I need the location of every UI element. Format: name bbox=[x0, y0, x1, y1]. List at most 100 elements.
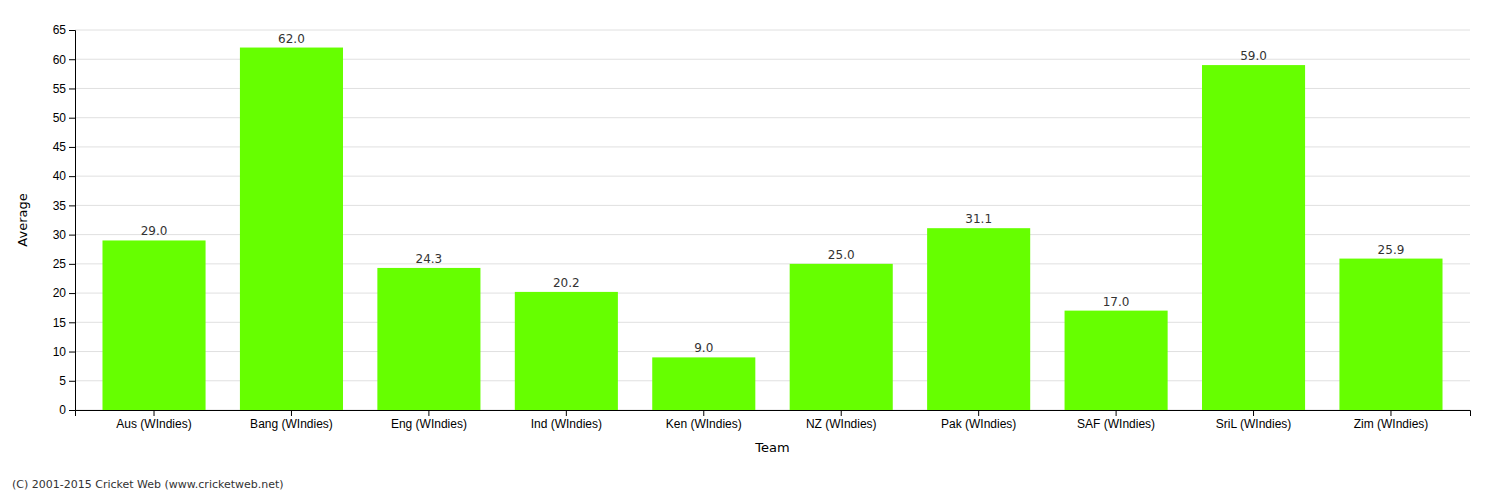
y-tick-mark bbox=[69, 88, 75, 89]
bar bbox=[377, 268, 480, 410]
x-tick-label: Bang (WIndies) bbox=[250, 417, 333, 431]
y-tick-mark bbox=[69, 235, 75, 236]
data-label: 24.3 bbox=[416, 252, 443, 266]
y-tick: 40 bbox=[53, 169, 75, 183]
data-label: 9.0 bbox=[694, 341, 713, 355]
footnote: (C) 2001-2015 Cricket Web (www.cricketwe… bbox=[12, 478, 284, 491]
x-tick: Bang (WIndies) bbox=[250, 410, 333, 431]
x-tick-label: Aus (WIndies) bbox=[116, 417, 191, 431]
y-tick-label: 10 bbox=[53, 345, 67, 359]
y-tick-mark bbox=[69, 118, 75, 119]
y-tick-mark bbox=[69, 410, 75, 411]
x-tick: Ken (WIndies) bbox=[666, 410, 742, 431]
y-tick-mark bbox=[69, 322, 75, 323]
y-tick-label: 55 bbox=[53, 82, 67, 96]
grid-line bbox=[75, 30, 1470, 31]
x-tick-mark bbox=[1116, 410, 1117, 416]
y-tick: 65 bbox=[53, 23, 75, 37]
x-tick-label: NZ (WIndies) bbox=[806, 417, 877, 431]
x-tick-mark bbox=[1253, 410, 1254, 416]
x-tick-mark bbox=[291, 410, 292, 416]
y-tick-label: 35 bbox=[53, 199, 67, 213]
data-label: 17.0 bbox=[1103, 295, 1130, 309]
x-tick: Pak (WIndies) bbox=[941, 410, 1016, 431]
x-tick-mark bbox=[703, 410, 704, 416]
y-tick: 50 bbox=[53, 111, 75, 125]
y-tick-label: 65 bbox=[53, 23, 67, 37]
bar bbox=[927, 228, 1030, 410]
y-tick-mark bbox=[69, 352, 75, 353]
y-tick-mark bbox=[69, 264, 75, 265]
y-tick: 15 bbox=[53, 316, 75, 330]
y-tick-label: 0 bbox=[59, 403, 66, 417]
data-label: 31.1 bbox=[965, 212, 992, 226]
data-label: 20.2 bbox=[553, 276, 580, 290]
y-tick-mark bbox=[69, 147, 75, 148]
y-tick-label: 45 bbox=[53, 140, 67, 154]
x-tick: Aus (WIndies) bbox=[116, 410, 191, 431]
y-tick: 60 bbox=[53, 53, 75, 67]
plot: 29.062.024.320.29.025.031.117.059.025.9A… bbox=[15, 23, 1471, 455]
y-tick: 35 bbox=[53, 199, 75, 213]
x-tick-label: Zim (WIndies) bbox=[1354, 417, 1429, 431]
x-tick: Ind (WIndies) bbox=[531, 410, 602, 431]
x-tick-mark bbox=[978, 410, 979, 416]
y-tick: 20 bbox=[53, 286, 75, 300]
y-tick-mark bbox=[69, 176, 75, 177]
x-axis-title: Team bbox=[754, 440, 789, 455]
y-tick-mark bbox=[69, 205, 75, 206]
bar bbox=[240, 48, 343, 410]
data-label: 62.0 bbox=[278, 32, 305, 46]
y-tick-label: 25 bbox=[53, 257, 67, 271]
y-tick: 25 bbox=[53, 257, 75, 271]
x-tick: NZ (WIndies) bbox=[806, 410, 877, 431]
y-tick-label: 5 bbox=[59, 374, 66, 388]
data-labels: 29.062.024.320.29.025.031.117.059.025.9 bbox=[141, 32, 1405, 356]
bar bbox=[1202, 65, 1305, 410]
y-tick: 55 bbox=[53, 82, 75, 96]
y-tick-label: 30 bbox=[53, 228, 67, 242]
x-tick-mark bbox=[154, 410, 155, 416]
y-tick-mark bbox=[69, 381, 75, 382]
bar bbox=[102, 240, 205, 410]
bars bbox=[102, 48, 1442, 410]
x-tick-label: SAF (WIndies) bbox=[1077, 417, 1155, 431]
y-tick-label: 15 bbox=[53, 316, 67, 330]
bar bbox=[1339, 259, 1442, 410]
y-tick: 45 bbox=[53, 140, 75, 154]
y-axis-title: Average bbox=[15, 193, 30, 246]
x-tick-mark bbox=[566, 410, 567, 416]
y-tick-label: 40 bbox=[53, 169, 67, 183]
x-tick: SriL (WIndies) bbox=[1216, 410, 1292, 431]
data-label: 25.9 bbox=[1378, 243, 1405, 257]
y-tick: 30 bbox=[53, 228, 75, 242]
y-tick-label: 50 bbox=[53, 111, 67, 125]
x-tick-label: SriL (WIndies) bbox=[1216, 417, 1292, 431]
y-axis-line bbox=[69, 31, 76, 411]
x-tick: Zim (WIndies) bbox=[1354, 410, 1429, 431]
bar bbox=[1065, 311, 1168, 410]
x-tick-label: Ind (WIndies) bbox=[531, 417, 602, 431]
y-tick-mark bbox=[69, 59, 75, 60]
bar bbox=[515, 292, 618, 410]
data-label: 25.0 bbox=[828, 248, 855, 262]
data-label: 29.0 bbox=[141, 224, 168, 238]
x-tick-label: Pak (WIndies) bbox=[941, 417, 1016, 431]
x-tick-mark bbox=[841, 410, 842, 416]
y-tick-label: 20 bbox=[53, 286, 67, 300]
y-axis: 0 5 10 15 20 25 30 35 40 45 50 55 60 65 bbox=[53, 23, 76, 417]
x-tick: SAF (WIndies) bbox=[1077, 410, 1155, 431]
y-tick-mark bbox=[69, 30, 75, 31]
x-axis-line bbox=[76, 411, 1471, 417]
x-tick-mark bbox=[428, 410, 429, 416]
x-tick-label: Eng (WIndies) bbox=[391, 417, 467, 431]
y-tick: 5 bbox=[59, 374, 75, 388]
chart: 29.062.024.320.29.025.031.117.059.025.9A… bbox=[0, 0, 1500, 500]
x-axis: Aus (WIndies) Bang (WIndies) Eng (WIndies)… bbox=[76, 410, 1471, 431]
y-tick: 0 bbox=[59, 403, 75, 417]
bar bbox=[790, 264, 893, 410]
grid bbox=[75, 30, 1470, 410]
x-tick-label: Ken (WIndies) bbox=[666, 417, 742, 431]
y-tick-label: 60 bbox=[53, 53, 67, 67]
x-tick: Eng (WIndies) bbox=[391, 410, 467, 431]
